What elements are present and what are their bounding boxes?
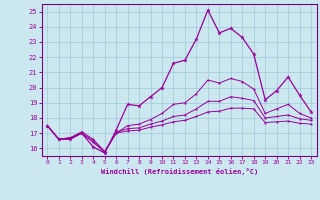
- X-axis label: Windchill (Refroidissement éolien,°C): Windchill (Refroidissement éolien,°C): [100, 168, 258, 175]
